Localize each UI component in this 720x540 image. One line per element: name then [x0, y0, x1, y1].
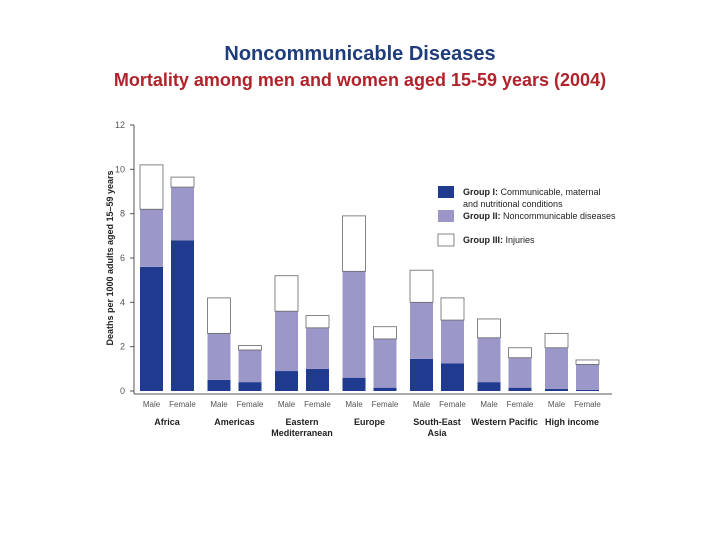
bar-segment-group-1	[508, 387, 532, 391]
legend: Group I: Communicable, maternal and nutr…	[437, 186, 616, 247]
bar-segment-group-2	[373, 338, 397, 388]
group-label: South-East Asia	[413, 417, 461, 438]
bar-label: Female	[372, 400, 399, 409]
bar-segment-group-3	[170, 176, 195, 188]
bar-segment-group-1	[441, 363, 464, 391]
bar-segment-group-2	[545, 347, 568, 389]
chart-title: Noncommunicable Diseases	[224, 43, 496, 65]
bar-segment-group-1	[140, 266, 163, 391]
bar-label: Female	[169, 400, 196, 409]
bar-segment-group-3	[544, 332, 569, 349]
legend-label: Group II: Noncommunicable diseases	[463, 211, 616, 221]
group-label: Americas	[214, 417, 255, 427]
legend-swatch	[437, 233, 455, 247]
bar-label: Male	[480, 400, 498, 409]
bars	[139, 164, 600, 391]
bar-label: Male	[345, 400, 363, 409]
legend-swatch	[438, 186, 454, 198]
legend-label-continued: and nutritional conditions	[463, 199, 563, 209]
legend-swatch	[438, 210, 454, 222]
bar-segment-group-3	[342, 215, 366, 272]
y-tick-label: 4	[120, 297, 125, 307]
legend-label: Group III: Injuries	[463, 235, 535, 245]
y-ticks: 0 2 4 6 8 10 12	[115, 120, 134, 396]
bar-segment-group-2	[508, 357, 532, 388]
bar-label: Male	[548, 400, 566, 409]
y-tick-label: 10	[115, 164, 125, 174]
bar-segment-group-1	[207, 379, 231, 391]
chart-subtitle: Mortality among men and women aged 15-59…	[113, 70, 607, 90]
bar-label: Female	[507, 400, 534, 409]
bar-segment-group-1	[545, 388, 568, 391]
bar-segment-group-3	[477, 318, 501, 339]
y-tick-label: 8	[120, 209, 125, 219]
bar-segment-group-1	[275, 371, 298, 391]
bar-label: Male	[413, 400, 431, 409]
bar-segment-group-2	[410, 302, 433, 359]
bar-segment-group-1	[171, 240, 194, 391]
bar-segment-group-2	[576, 364, 599, 390]
bar-segment-group-1	[238, 382, 262, 391]
y-tick-label: 12	[115, 120, 125, 130]
bar-segment-group-1	[306, 368, 329, 391]
bar-segment-group-2	[441, 320, 464, 364]
y-axis-label: Deaths per 1000 adults aged 15–59 years	[105, 170, 115, 345]
bar-segment-group-3	[409, 269, 434, 303]
bar-label: Female	[237, 400, 264, 409]
bar-segment-group-3	[305, 315, 330, 329]
bar-segment-group-3	[575, 359, 600, 365]
bar-label: Female	[439, 400, 466, 409]
bar-segment-group-3	[238, 345, 262, 351]
y-tick-label: 2	[120, 342, 125, 352]
bar-segment-group-2	[275, 311, 298, 372]
bar-segment-group-1	[410, 358, 433, 391]
bar-segment-group-3	[207, 297, 231, 334]
bar-segment-group-3	[508, 347, 532, 359]
group-label: Europe	[354, 417, 385, 427]
bar-segment-group-3	[139, 164, 164, 210]
bar-segment-group-2	[477, 337, 501, 383]
bar-segment-group-3	[274, 275, 299, 312]
bar-segment-group-1	[373, 387, 397, 391]
bar-segment-group-2	[171, 187, 194, 241]
bar-label: Male	[143, 400, 161, 409]
bar-segment-group-2	[238, 349, 262, 383]
bar-segment-group-2	[140, 209, 163, 267]
group-label: Western Pacific	[471, 417, 538, 427]
bar-segment-group-1	[576, 389, 599, 391]
bar-label: Female	[304, 400, 331, 409]
bar-label: Male	[278, 400, 296, 409]
bar-segment-group-1	[342, 377, 366, 391]
legend-label: Group I: Communicable, maternal	[463, 187, 601, 197]
x-labels: Male Female Male Female Male Female Male Female…	[143, 400, 602, 438]
bar-segment-group-3	[440, 297, 465, 321]
bar-label: Female	[574, 400, 601, 409]
group-label: Africa	[154, 417, 181, 427]
bar-segment-group-3	[373, 326, 397, 340]
bar-segment-group-2	[207, 333, 231, 380]
group-label: Eastern Mediterranean	[271, 417, 333, 438]
bar-segment-group-2	[342, 271, 366, 378]
y-tick-label: 0	[120, 386, 125, 396]
bar-segment-group-1	[477, 382, 501, 391]
bar-label: Male	[210, 400, 228, 409]
bar-segment-group-2	[306, 327, 329, 369]
y-tick-label: 6	[120, 253, 125, 263]
group-label: High income	[545, 417, 599, 427]
